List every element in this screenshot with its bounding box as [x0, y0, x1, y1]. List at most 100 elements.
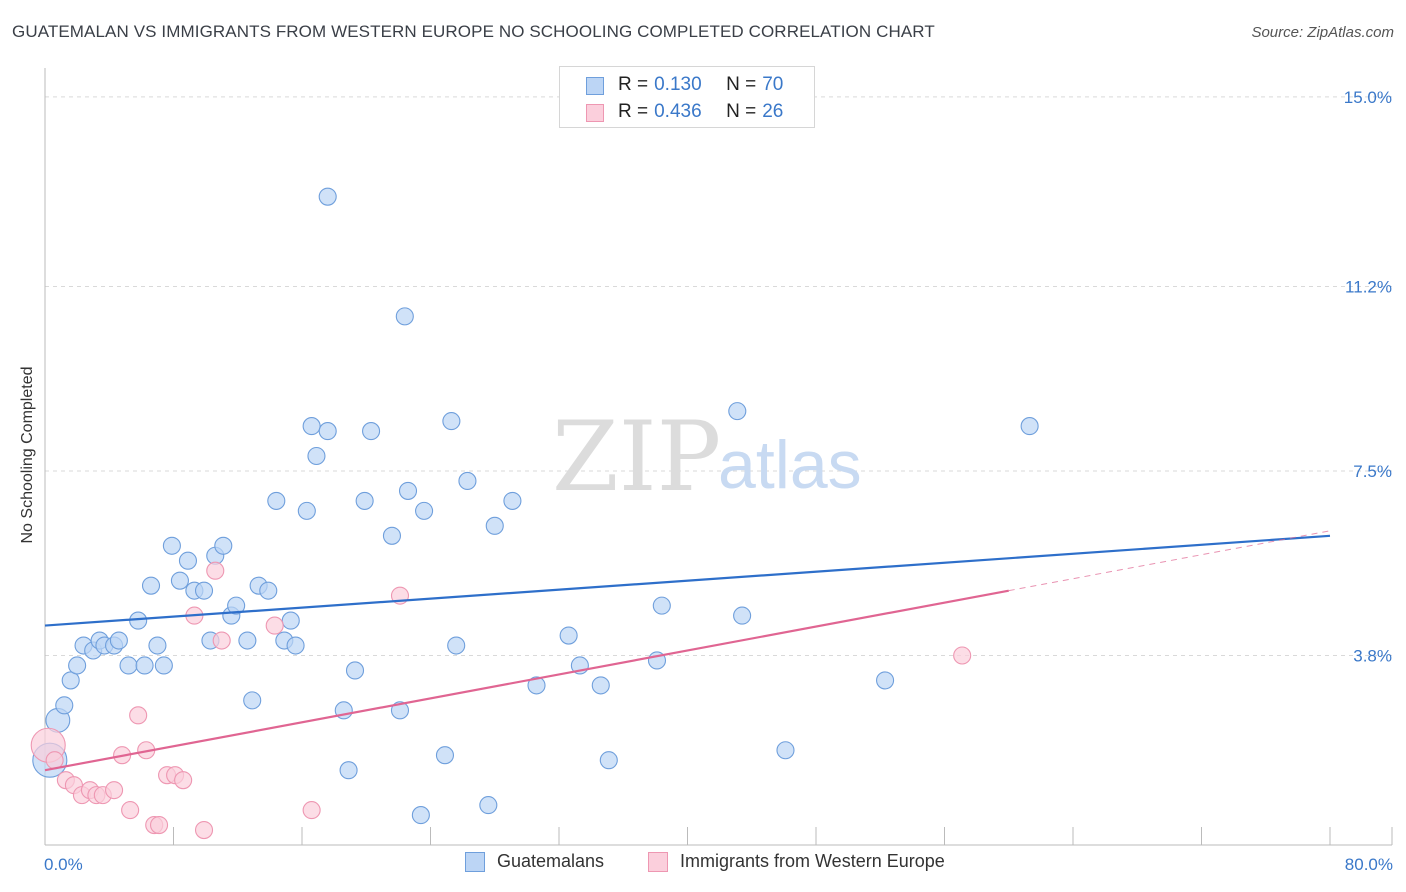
immigrant-point — [149, 816, 169, 835]
y-tick-label: 11.2% — [1345, 277, 1392, 296]
guatemalan-point — [307, 446, 326, 466]
guatemalan-point — [591, 676, 610, 695]
trend-lines — [44, 530, 1331, 772]
legend-r-value: 0.130 — [654, 74, 702, 95]
guatemalan-point — [281, 611, 300, 630]
guatemalan-point — [776, 741, 795, 760]
guatemalan-point — [286, 636, 305, 655]
guatemalan-point — [194, 581, 214, 600]
guatemalan-point — [652, 596, 671, 615]
legend-r-value: 0.436 — [654, 101, 702, 122]
guatemalan-point — [119, 656, 138, 675]
guatemalan-point — [415, 501, 434, 520]
immigrant-point — [45, 751, 64, 770]
guatemalan-point — [318, 422, 337, 441]
immigrant-point — [265, 616, 284, 635]
guatemalan-point — [170, 571, 189, 590]
guatemalan-point — [435, 746, 455, 765]
y-tick-label: 7.5% — [1353, 462, 1392, 481]
guatemalan-point — [238, 631, 257, 650]
guatemalan-point — [479, 796, 498, 815]
bottom-legend-immigrants: Immigrants from Western Europe — [648, 851, 945, 872]
legend-r-label: R = — [618, 101, 649, 122]
guatemalan-point — [148, 636, 167, 655]
tick-labels: 3.8% 7.5% 11.2% 15.0% 0.0% 80.0% — [44, 88, 1393, 874]
watermark: ZIP atlas — [552, 401, 862, 513]
guatemalan-point — [55, 696, 74, 715]
legend-swatch-guatemalans — [586, 77, 604, 95]
guatemalan-point — [297, 501, 316, 520]
guatemalan-point — [382, 526, 402, 545]
guatemalan-point — [458, 471, 477, 490]
legend-swatch-immigrants — [586, 104, 604, 122]
chart-title: GUATEMALAN VS IMMIGRANTS FROM WESTERN EU… — [12, 22, 935, 41]
guatemalan-point — [733, 606, 752, 625]
legend-n-label: N = — [726, 101, 757, 122]
guatemalan-point — [318, 187, 337, 206]
y-tick-label: 3.8% — [1353, 646, 1392, 665]
watermark-zip: ZIP — [552, 401, 721, 513]
bottom-legend-label: Immigrants from Western Europe — [680, 851, 945, 871]
bottom-legend-swatch-guatemalans — [465, 851, 485, 872]
guatemalan-point — [442, 412, 461, 431]
guatemalan-point — [876, 671, 895, 690]
immigrant-trend-extension — [1008, 530, 1331, 592]
data-points — [30, 187, 1039, 840]
bottom-legend-label: Guatemalans — [497, 851, 605, 871]
guatemalan-point — [527, 676, 546, 695]
legend-n-label: N = — [726, 74, 757, 95]
guatemalan-point — [485, 516, 504, 535]
guatemalan-point — [68, 656, 87, 675]
legend-r-label: R = — [618, 74, 649, 95]
immigrant-point — [953, 646, 972, 665]
immigrant-point — [194, 820, 214, 840]
guatemalan-point — [411, 806, 430, 825]
immigrant-trend-line — [44, 589, 1009, 772]
guatemalan-point — [728, 402, 747, 421]
legend-n-value: 70 — [762, 74, 784, 95]
guatemalan-point — [345, 661, 365, 680]
guatemalan-point — [503, 491, 522, 510]
x-tick-label: 0.0% — [44, 855, 83, 874]
immigrant-point — [206, 561, 225, 580]
guatemalan-point — [243, 691, 262, 710]
guatemalan-point — [109, 631, 128, 650]
guatemalan-point — [447, 636, 466, 655]
source-label: Source: ZipAtlas.com — [1251, 24, 1394, 41]
bottom-legend-guatemalans: Guatemalans — [465, 851, 604, 872]
legend: R = 0.130 N = 70 R = 0.436 N = 26 — [559, 66, 815, 128]
guatemalan-point — [135, 656, 154, 675]
guatemalan-point — [355, 491, 374, 510]
guatemalan-point — [61, 671, 80, 690]
guatemalan-point — [362, 422, 381, 441]
axes — [44, 68, 1393, 846]
guatemalan-point — [395, 307, 414, 326]
bottom-legend-swatch-immigrants — [648, 851, 668, 872]
guatemalan-point — [214, 536, 233, 555]
guatemalan-point — [129, 611, 148, 630]
immigrant-point — [121, 801, 140, 820]
guatemalan-point — [267, 491, 286, 510]
immigrant-point — [302, 801, 321, 820]
guatemalan-point — [1020, 417, 1039, 436]
immigrant-point — [129, 706, 148, 725]
guatemalan-point — [178, 551, 198, 570]
x-tick-label: 80.0% — [1345, 855, 1393, 874]
guatemalan-point — [302, 417, 321, 436]
guatemalan-point — [141, 576, 161, 595]
legend-n-value: 26 — [762, 101, 784, 122]
guatemalan-point — [390, 701, 410, 720]
immigrant-point — [174, 771, 193, 790]
guatemalan-point — [599, 751, 618, 770]
grid-lines — [45, 96, 1392, 656]
guatemalan-point — [259, 581, 278, 600]
immigrant-point — [105, 781, 124, 800]
y-tick-label: 15.0% — [1344, 88, 1392, 107]
guatemalan-point — [398, 481, 418, 500]
guatemalan-point — [339, 761, 358, 780]
watermark-atlas: atlas — [718, 427, 862, 503]
guatemalan-point — [162, 536, 181, 555]
guatemalan-trend-line — [44, 534, 1331, 627]
immigrant-point — [212, 631, 231, 650]
